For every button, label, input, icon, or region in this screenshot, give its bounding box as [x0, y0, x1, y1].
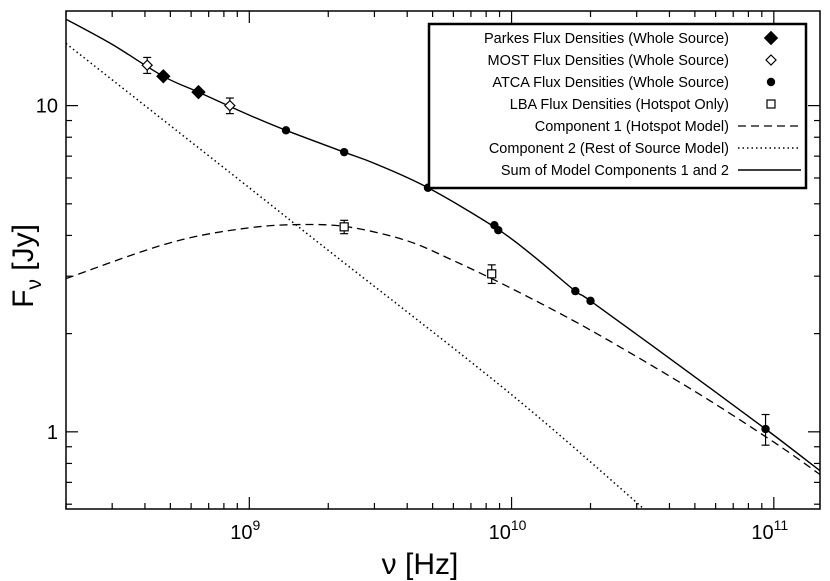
data-points — [141, 59, 770, 434]
model-curves — [66, 18, 820, 509]
square-open-marker — [766, 99, 776, 109]
y-axis-title: Fν [Jy] — [7, 224, 46, 308]
legend-label: Sum of Model Components 1 and 2 — [501, 163, 729, 179]
circle-filled-marker — [571, 286, 580, 296]
diamond-open-marker — [765, 54, 777, 66]
legend-label: Component 2 (Rest of Source Model) — [489, 141, 729, 157]
diamond-filled-marker — [191, 84, 206, 100]
circle-filled-marker — [281, 126, 291, 135]
circle-filled-marker — [586, 296, 595, 306]
legend-box — [427, 22, 808, 190]
legend-label: Parkes Flux Densities (Whole Source) — [484, 31, 729, 47]
x-tick-label: 109 — [230, 517, 260, 544]
diamond-open-marker — [141, 59, 154, 72]
legend: Parkes Flux Densities (Whole Source) MOST… — [427, 22, 808, 190]
x-axis-title: ν [Hz] — [382, 548, 459, 581]
circle-filled-marker — [339, 147, 349, 157]
legend-label: LBA Flux Densities (Hotspot Only) — [510, 97, 729, 113]
legend-label: Component 1 (Hotspot Model) — [535, 119, 729, 135]
circle-filled-marker — [766, 77, 776, 87]
square-open-marker — [339, 222, 349, 232]
model-line-dotted — [66, 42, 645, 509]
model-line-solid — [66, 18, 820, 472]
x-tick-label: 1010 — [489, 517, 527, 544]
square-open-marker — [487, 269, 497, 279]
circle-filled-marker — [494, 226, 503, 235]
legend-label: ATCA Flux Densities (Whole Source) — [492, 75, 729, 91]
plot-frame — [65, 10, 821, 510]
axis-ticks: 109 1010 1011 1 10 — [36, 11, 820, 544]
diamond-filled-marker — [156, 69, 171, 84]
diamond-open-marker — [224, 99, 236, 112]
y-tick-label: 10 — [36, 96, 58, 118]
y-tick-label: 1 — [47, 422, 58, 444]
circle-filled-marker — [761, 424, 770, 434]
x-tick-label: 1011 — [751, 517, 788, 544]
diamond-filled-marker — [763, 30, 779, 46]
model-line-dashed — [66, 223, 820, 476]
legend-label: MOST Flux Densities (Whole Source) — [488, 53, 729, 69]
